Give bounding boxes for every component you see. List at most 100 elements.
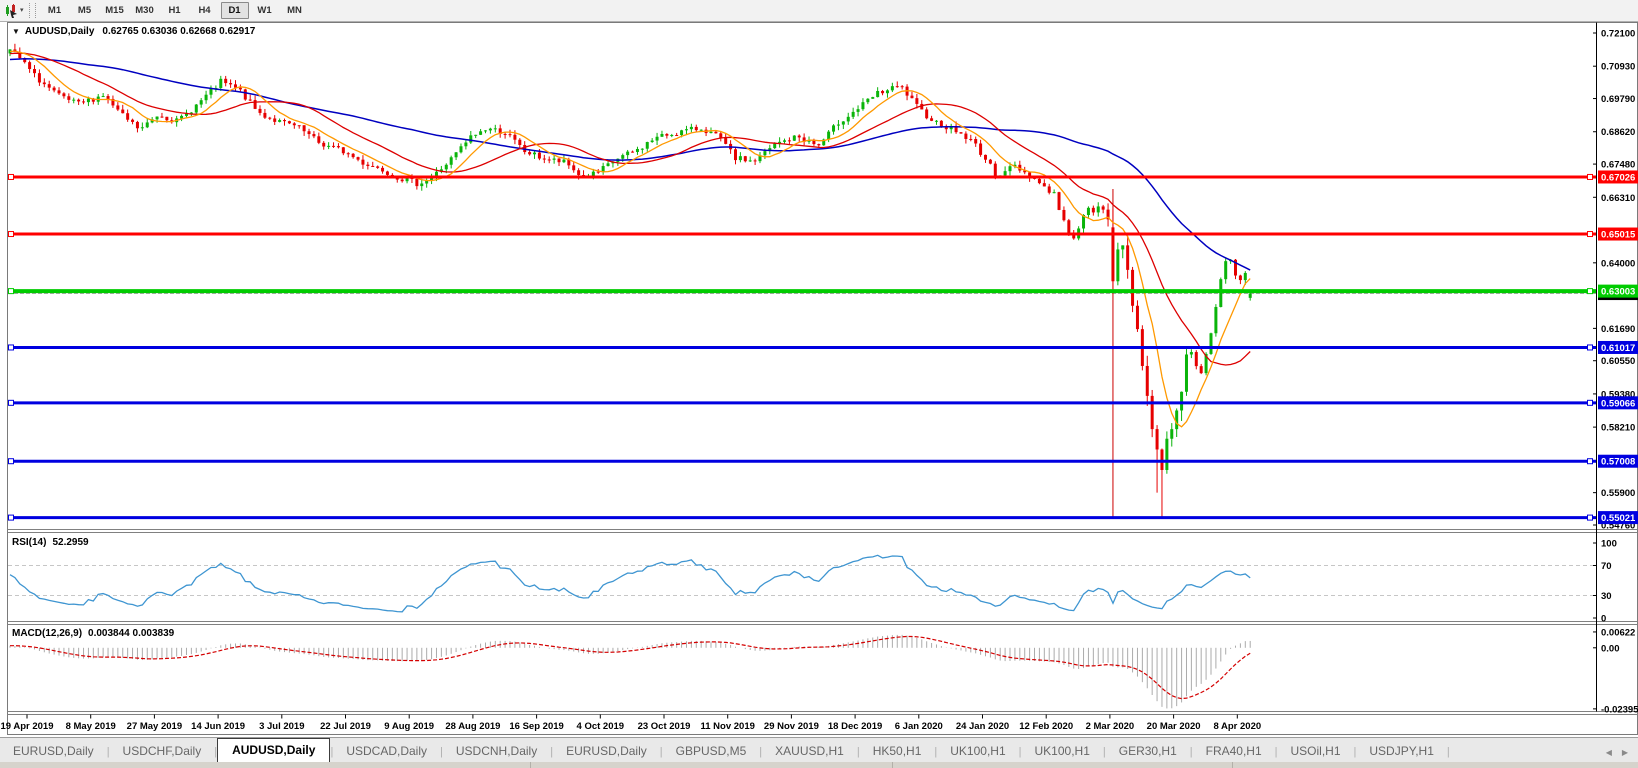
hline-axis-label xyxy=(1598,454,1638,468)
tab-eurusd-daily[interactable]: EURUSD,Daily xyxy=(566,744,647,758)
chart-tab-bar: EURUSD,Daily | USDCHF,Daily | AUDUSD,Daily | U… xyxy=(0,737,1638,763)
hline-anchor[interactable] xyxy=(8,458,14,465)
axis-tick-label: 0.60550 xyxy=(1601,356,1635,367)
axis-tick-label: 0.61690 xyxy=(1601,324,1635,335)
timeframe-button-d1[interactable]: D1 xyxy=(220,2,249,19)
date-label: 20 Mar 2020 xyxy=(1147,721,1201,732)
tab-separator: | xyxy=(214,746,218,758)
hline-anchor[interactable] xyxy=(1587,399,1593,406)
candlestick-glyph xyxy=(6,4,17,18)
hline-axis-label xyxy=(1598,511,1638,525)
tab-separator: | xyxy=(856,746,860,758)
date-label: 2 Mar 2020 xyxy=(1086,721,1135,732)
axis-tick-label: 0.59380 xyxy=(1601,389,1635,400)
date-label: 24 Jan 2020 xyxy=(956,721,1009,732)
rsi-axis-label: 0 xyxy=(1601,614,1606,625)
date-label: 29 Nov 2019 xyxy=(764,721,819,732)
rsi-line xyxy=(9,554,1251,613)
tab-separator: | xyxy=(1189,746,1193,758)
hline-anchor[interactable] xyxy=(1587,288,1593,295)
rsi-value: 52.2959 xyxy=(52,537,89,548)
hline-anchor[interactable] xyxy=(1587,173,1593,180)
date-label: 28 Aug 2019 xyxy=(445,721,500,732)
svg-text:0.61017: 0.61017 xyxy=(1601,343,1635,354)
rsi-axis-label: 100 xyxy=(1601,539,1617,550)
chart-title: ▼ AUDUSD,Daily 0.62765 0.63036 0.62668 0.6… xyxy=(12,26,255,37)
axis-tick-label: 0.66310 xyxy=(1601,193,1635,204)
axis-tick-label: 0.64000 xyxy=(1601,258,1635,269)
hline-anchor[interactable] xyxy=(8,231,14,238)
timeframe-button-m5[interactable]: M5 xyxy=(77,5,92,16)
timeframe-button-h1[interactable]: H1 xyxy=(168,5,181,16)
tab-separator: | xyxy=(1446,746,1450,758)
hline-anchor[interactable] xyxy=(1587,231,1593,238)
tab-usoil-h1[interactable]: USOil,H1 xyxy=(1290,744,1341,758)
tab-uk100-h1[interactable]: UK100,H1 xyxy=(1034,744,1090,758)
tab-usdchf-daily[interactable]: USDCHF,Daily xyxy=(122,744,202,758)
tab-xauusd-h1[interactable]: XAUUSD,H1 xyxy=(775,744,844,758)
hline-anchor[interactable] xyxy=(8,399,14,406)
hline-anchor[interactable] xyxy=(8,288,14,295)
tab-hk50-h1[interactable]: HK50,H1 xyxy=(872,744,922,758)
tab-audusd-daily[interactable]: AUDUSD,Daily xyxy=(217,738,331,763)
timeframe-button-m15[interactable]: M15 xyxy=(105,5,124,16)
hline-anchor[interactable] xyxy=(8,344,14,351)
hline-axis-label xyxy=(1598,227,1638,241)
timeframe-button-m1[interactable]: M1 xyxy=(47,5,62,16)
tab-separator: | xyxy=(1018,746,1022,758)
chart-cursor-icon[interactable]: ▾ xyxy=(0,1,27,20)
axis-tick-label: 0.55900 xyxy=(1601,488,1635,499)
timeframe-button-mn[interactable]: MN xyxy=(287,5,302,16)
hline-anchor[interactable] xyxy=(1587,344,1593,351)
axis-tick-label: 0.68620 xyxy=(1601,127,1635,138)
svg-text:0.63003: 0.63003 xyxy=(1601,287,1635,298)
tab-separator: | xyxy=(759,746,763,758)
toolbar-grip[interactable] xyxy=(28,3,36,18)
date-label: 14 Jun 2019 xyxy=(191,721,245,732)
hline-anchor[interactable] xyxy=(8,514,14,521)
tab-gbpusd-m5[interactable]: GBPUSD,M5 xyxy=(675,744,747,758)
macd-axis-label: 0.00 xyxy=(1601,643,1620,654)
tab-fra40-h1[interactable]: FRA40,H1 xyxy=(1205,744,1262,758)
macd-name: MACD(12,26,9) xyxy=(12,628,83,639)
tab-scroll-right-icon[interactable]: ▶ xyxy=(1621,748,1628,757)
svg-text:0.57008: 0.57008 xyxy=(1601,457,1635,468)
tab-separator: | xyxy=(1353,746,1357,758)
tab-usdcnh-daily[interactable]: USDCNH,Daily xyxy=(455,744,538,758)
date-label: 11 Nov 2019 xyxy=(700,721,754,732)
axis-tick-label: 0.69790 xyxy=(1601,94,1635,105)
macd-axis-label: -0.02395 xyxy=(1601,704,1638,715)
tab-usdcad-daily[interactable]: USDCAD,Daily xyxy=(346,744,427,758)
tab-scroll-left-icon[interactable]: ◀ xyxy=(1605,748,1612,757)
tab-separator: | xyxy=(106,746,110,758)
status-strip xyxy=(0,762,1638,768)
svg-text:0.67026: 0.67026 xyxy=(1601,172,1635,183)
tab-separator: | xyxy=(440,746,443,758)
axis-tick-label: 0.58210 xyxy=(1601,423,1635,434)
timeframe-button-m30[interactable]: M30 xyxy=(135,5,154,16)
hline-anchor[interactable] xyxy=(1587,458,1593,465)
date-label: 12 Feb 2020 xyxy=(1019,721,1073,732)
svg-text:0.65015: 0.65015 xyxy=(1601,230,1636,241)
tab-ger30-h1[interactable]: GER30,H1 xyxy=(1118,744,1177,758)
tab-separator: | xyxy=(1274,746,1278,758)
date-label: 8 May 2019 xyxy=(66,721,116,732)
collapse-icon[interactable]: ▼ xyxy=(12,27,20,36)
tab-usdjpy-h1[interactable]: USDJPY,H1 xyxy=(1369,744,1434,758)
tab-eurusd-daily[interactable]: EURUSD,Daily xyxy=(13,744,94,758)
timeframe-button-h4[interactable]: H4 xyxy=(198,5,211,16)
toolbar: ▾ M1 M5 M15 M30 H1 H4 D1 W1 MN xyxy=(0,0,1638,22)
svg-text:0.55021: 0.55021 xyxy=(1601,513,1636,524)
chart-ohlc-values: 0.62765 0.63036 0.62668 0.62917 xyxy=(102,26,256,37)
hline-axis-label xyxy=(1598,340,1638,354)
hline-anchor[interactable] xyxy=(8,173,14,180)
macd-axis-label: 0.00622 xyxy=(1601,627,1635,638)
date-label: 23 Oct 2019 xyxy=(638,721,691,732)
hline-anchor[interactable] xyxy=(1587,514,1593,521)
timeframe-toolbar: M1 M5 M15 M30 H1 H4 D1 W1 MN xyxy=(40,2,310,19)
hline-axis-label xyxy=(1598,284,1638,298)
date-label: 3 Jul 2019 xyxy=(259,721,304,732)
timeframe-button-w1[interactable]: W1 xyxy=(257,5,272,16)
tab-uk100-h1[interactable]: UK100,H1 xyxy=(950,744,1006,758)
